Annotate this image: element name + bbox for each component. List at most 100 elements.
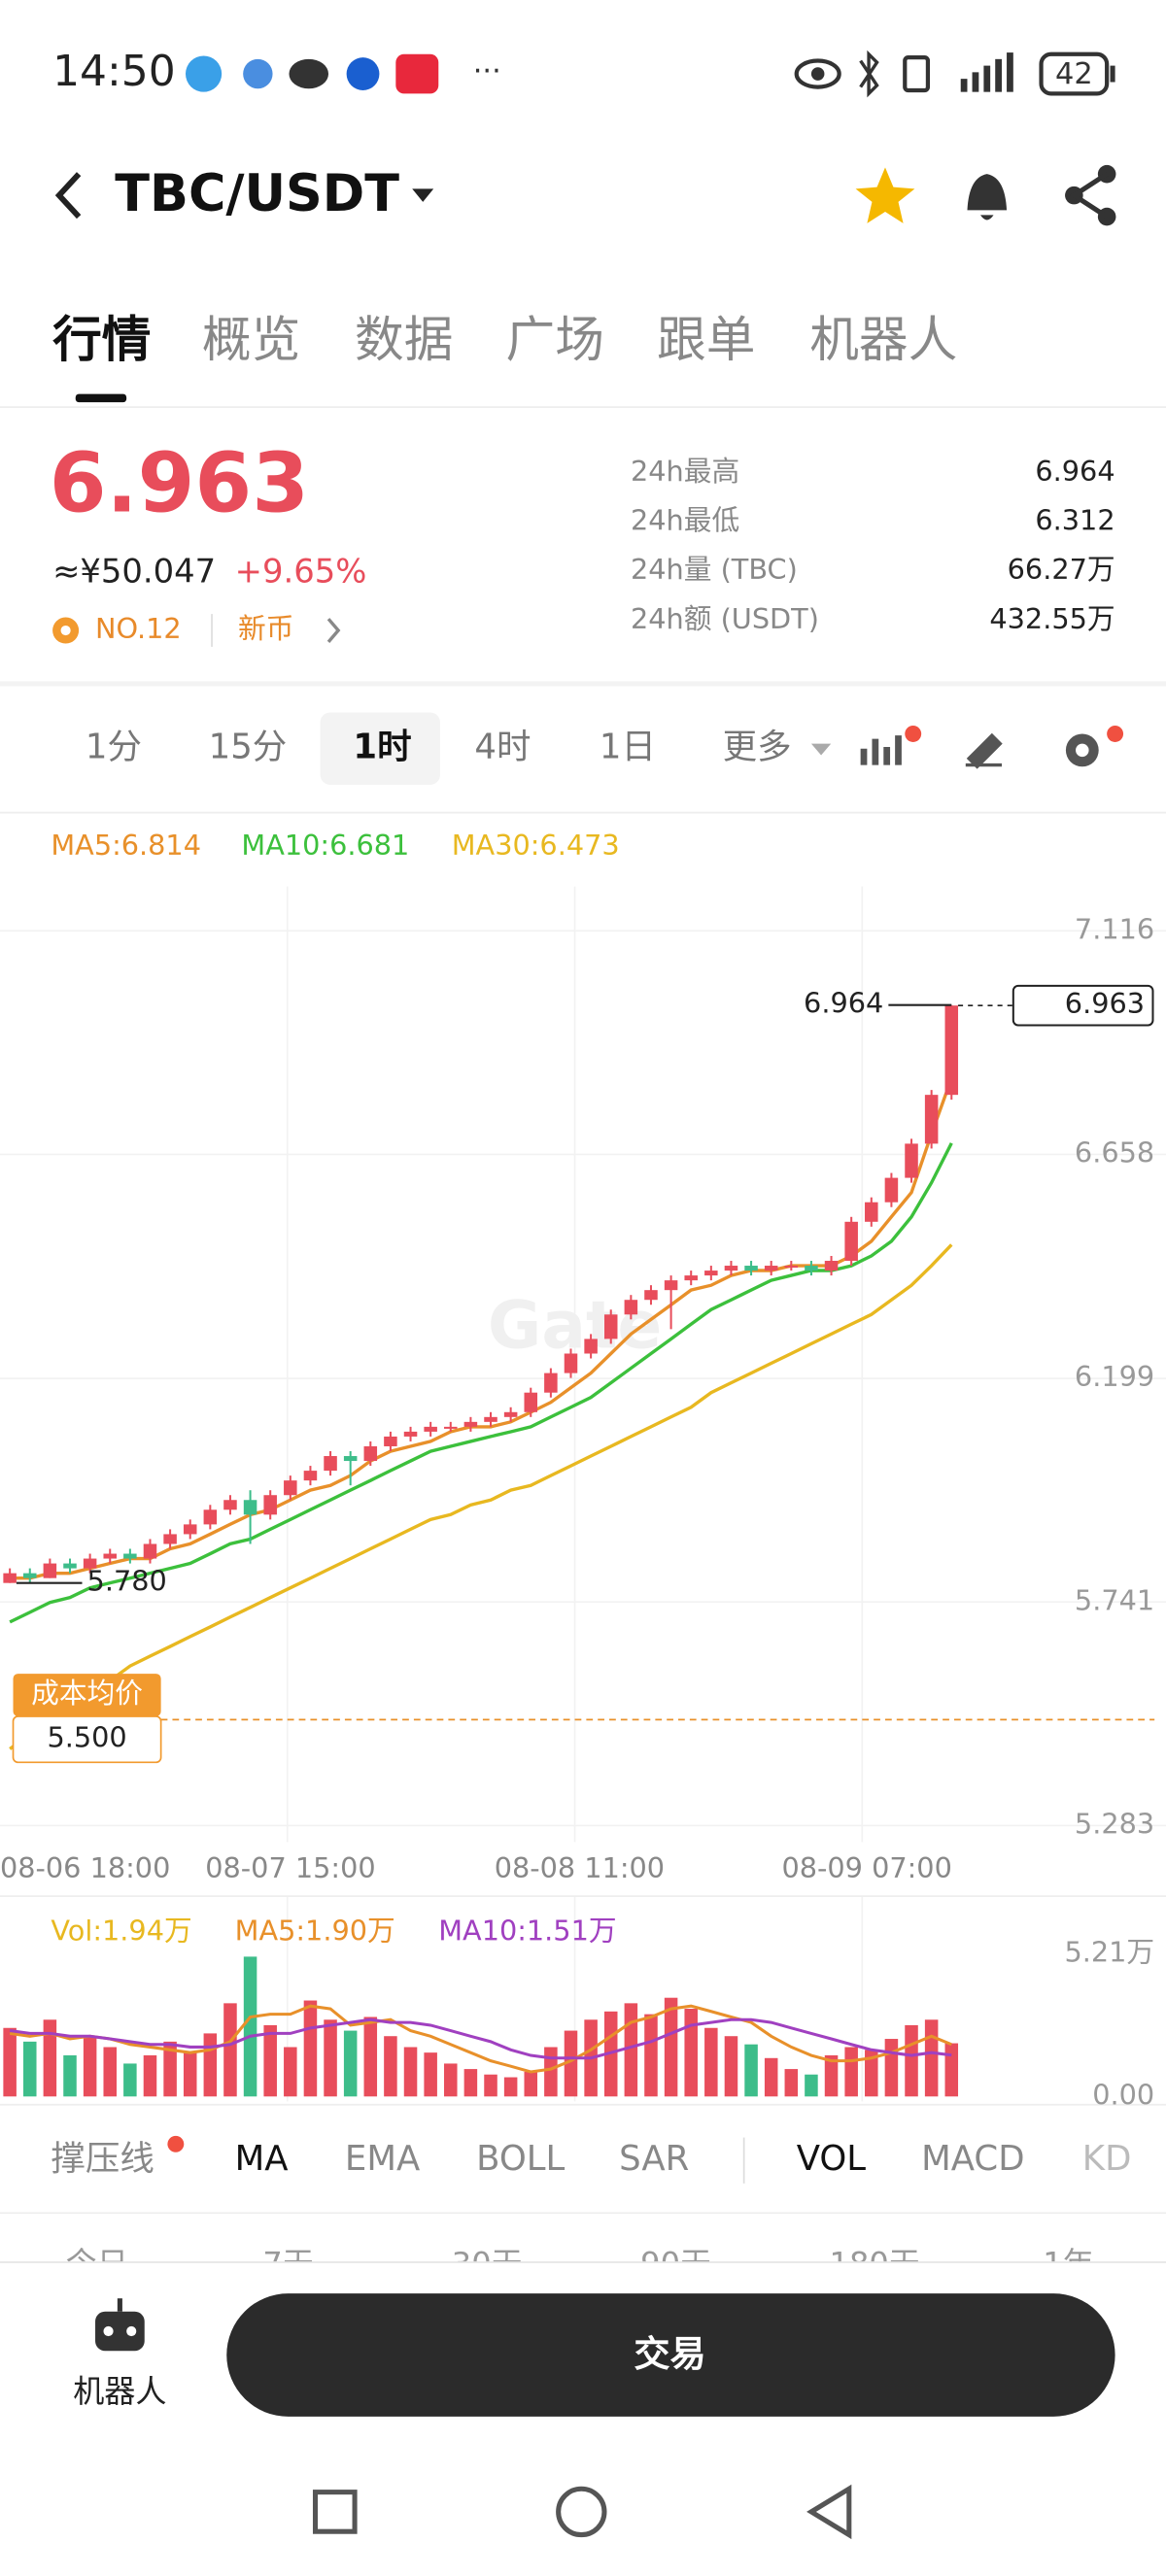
volume-bar — [444, 2063, 458, 2097]
cost-average-title: 成本均价 — [31, 1677, 143, 1710]
stat-value: 6.312 — [1035, 503, 1115, 536]
volume-bar — [744, 2044, 758, 2097]
high-marker-label: 6.964 — [804, 987, 883, 1020]
interval[interactable]: 4时 — [474, 728, 531, 767]
interval[interactable]: 15分 — [209, 728, 288, 767]
candle-body — [23, 1573, 37, 1578]
indicator-tab[interactable]: MA — [235, 2139, 289, 2179]
pair-dropdown[interactable] — [412, 188, 434, 202]
volume-bar — [463, 2069, 478, 2097]
indicator-tab[interactable]: EMA — [345, 2139, 420, 2179]
candle-body — [584, 1339, 598, 1354]
candle-body — [644, 1290, 658, 1301]
trade-label[interactable]: 交易 — [634, 2332, 705, 2375]
candle-body — [924, 1095, 939, 1144]
tab[interactable]: 机器人 — [809, 311, 957, 368]
stat-label: 24h最高 — [631, 455, 739, 488]
interval[interactable]: 1日 — [600, 728, 656, 767]
volume-bar — [924, 2019, 939, 2097]
candle-body — [744, 1266, 758, 1271]
interval[interactable]: 更多 — [723, 728, 792, 767]
volume-bar — [884, 2039, 899, 2097]
more-dropdown[interactable] — [810, 743, 832, 756]
candle-body — [203, 1509, 218, 1525]
volume-bar — [484, 2074, 497, 2097]
volume-bar — [143, 2054, 157, 2097]
trade-button[interactable] — [226, 2293, 1115, 2417]
volume-bar — [664, 1997, 678, 2097]
tab[interactable]: 广场 — [506, 311, 604, 368]
back-arrow[interactable] — [54, 172, 82, 220]
favorite-star[interactable] — [855, 167, 915, 223]
volume-bar — [624, 2003, 638, 2097]
legend-entry: MA5:6.814 — [51, 829, 201, 862]
pair-title[interactable]: TBC/USDT — [115, 164, 399, 223]
volume-bar — [324, 2019, 337, 2097]
stat-value: 6.964 — [1035, 455, 1115, 488]
candle-body — [284, 1480, 297, 1496]
candle-body — [944, 1005, 959, 1096]
volume-bar — [284, 2047, 297, 2097]
robot-label[interactable]: 机器人 — [73, 2373, 166, 2410]
x-tick-label: 08-07 15:00 — [205, 1851, 375, 1884]
y-tick-label: 6.199 — [1075, 1360, 1154, 1393]
candle-body — [403, 1431, 418, 1437]
interval[interactable]: 1时 — [353, 728, 411, 767]
price-change: +9.65% — [235, 552, 367, 590]
share-icon[interactable] — [1065, 164, 1116, 226]
candle-body — [243, 1500, 257, 1515]
robot-icon[interactable] — [95, 2298, 145, 2352]
tag[interactable]: 新币 — [238, 612, 293, 645]
indicator-tab[interactable]: VOL — [797, 2139, 867, 2179]
settings-icon[interactable] — [1065, 726, 1124, 767]
indicator-tab[interactable]: KD — [1082, 2139, 1132, 2179]
chevron[interactable] — [326, 618, 341, 643]
cost-average-value: 5.500 — [47, 1721, 126, 1754]
ma-line — [9, 1243, 953, 1750]
volume-bar — [363, 2017, 378, 2097]
indicator-tab[interactable]: BOLL — [476, 2139, 565, 2179]
tab[interactable]: 行情 — [52, 311, 151, 368]
candle-body — [183, 1524, 197, 1535]
alert-bell[interactable] — [967, 174, 1008, 220]
candle-body — [664, 1280, 678, 1291]
volume-bar — [243, 1956, 257, 2097]
indicator-tab[interactable]: 撑压线 — [51, 2139, 154, 2179]
candle-body — [484, 1416, 497, 1422]
volume-bar — [905, 2024, 918, 2097]
volume-ma-line — [9, 2017, 952, 2060]
tab[interactable]: 概览 — [202, 311, 300, 368]
indicator-tab[interactable]: SAR — [619, 2139, 689, 2179]
last-price: 6.963 — [50, 436, 309, 531]
nav-recents[interactable] — [312, 2490, 358, 2534]
tab[interactable]: 数据 — [355, 311, 453, 368]
volume-bar — [724, 2036, 738, 2097]
interval-selected-bg — [320, 712, 440, 785]
divider — [0, 681, 1166, 687]
candle-body — [123, 1553, 137, 1559]
candle-body — [544, 1373, 558, 1393]
indicator-icon[interactable] — [860, 726, 922, 765]
volume-bar — [384, 2036, 397, 2097]
legend-entry: MA30:6.473 — [452, 829, 620, 862]
volume-bar — [784, 2069, 799, 2097]
stat-label: 24h最低 — [631, 503, 739, 536]
volume-tick-label: 0.00 — [1092, 2078, 1154, 2111]
candle-body — [724, 1266, 738, 1271]
indicator-tab[interactable]: MACD — [921, 2139, 1024, 2179]
x-tick-label: 08-09 07:00 — [782, 1851, 952, 1884]
candle-body — [303, 1471, 318, 1481]
volume-legend: MA5:1.90万 — [235, 1914, 395, 1947]
candle-body — [424, 1426, 437, 1432]
candle-body — [884, 1177, 899, 1203]
nav-back[interactable] — [806, 2484, 852, 2540]
y-tick-label: 5.741 — [1075, 1583, 1154, 1616]
nav-home[interactable] — [556, 2486, 607, 2538]
volume-bar — [43, 2019, 57, 2097]
volume-bar — [103, 2047, 117, 2097]
interval[interactable]: 1分 — [86, 728, 142, 767]
tab[interactable]: 跟单 — [657, 311, 755, 368]
volume-bar — [524, 2071, 538, 2097]
draw-icon[interactable] — [965, 732, 1003, 769]
